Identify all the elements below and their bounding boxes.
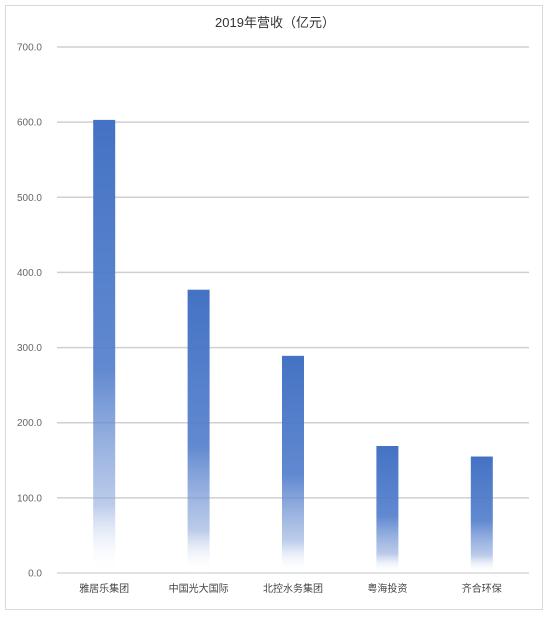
y-axis-ticks: 0.0 100.0 200.0 300.0 400.0 500.0 600.0 700.0 <box>17 43 42 580</box>
x-category-label: 齐合环保 <box>462 582 502 595</box>
x-category-label: 中国光大国际 <box>169 582 229 595</box>
y-tick-label: 100.0 <box>17 493 42 504</box>
x-category-label: 雅居乐集团 <box>79 582 129 595</box>
y-tick-label: 700.0 <box>17 43 42 54</box>
bar <box>282 355 304 573</box>
chart-title: 2019年营收（亿元） <box>215 15 335 30</box>
x-category-label: 粤海投资 <box>367 582 407 595</box>
y-tick-label: 200.0 <box>17 418 42 429</box>
y-tick-label: 600.0 <box>17 118 42 129</box>
x-axis-categories: 雅居乐集团 中国光大国际 北控水务集团 粤海投资 齐合环保 <box>79 582 502 595</box>
bar <box>376 446 399 573</box>
y-tick-label: 300.0 <box>17 343 42 354</box>
y-tick-label: 0.0 <box>28 569 42 580</box>
bars <box>93 119 493 573</box>
gridlines <box>57 46 529 574</box>
y-tick-label: 500.0 <box>17 193 42 204</box>
y-tick-label: 400.0 <box>17 268 42 279</box>
bar <box>187 289 210 573</box>
x-category-label: 北控水务集团 <box>263 582 323 595</box>
bar <box>93 119 116 573</box>
bar <box>470 456 493 573</box>
